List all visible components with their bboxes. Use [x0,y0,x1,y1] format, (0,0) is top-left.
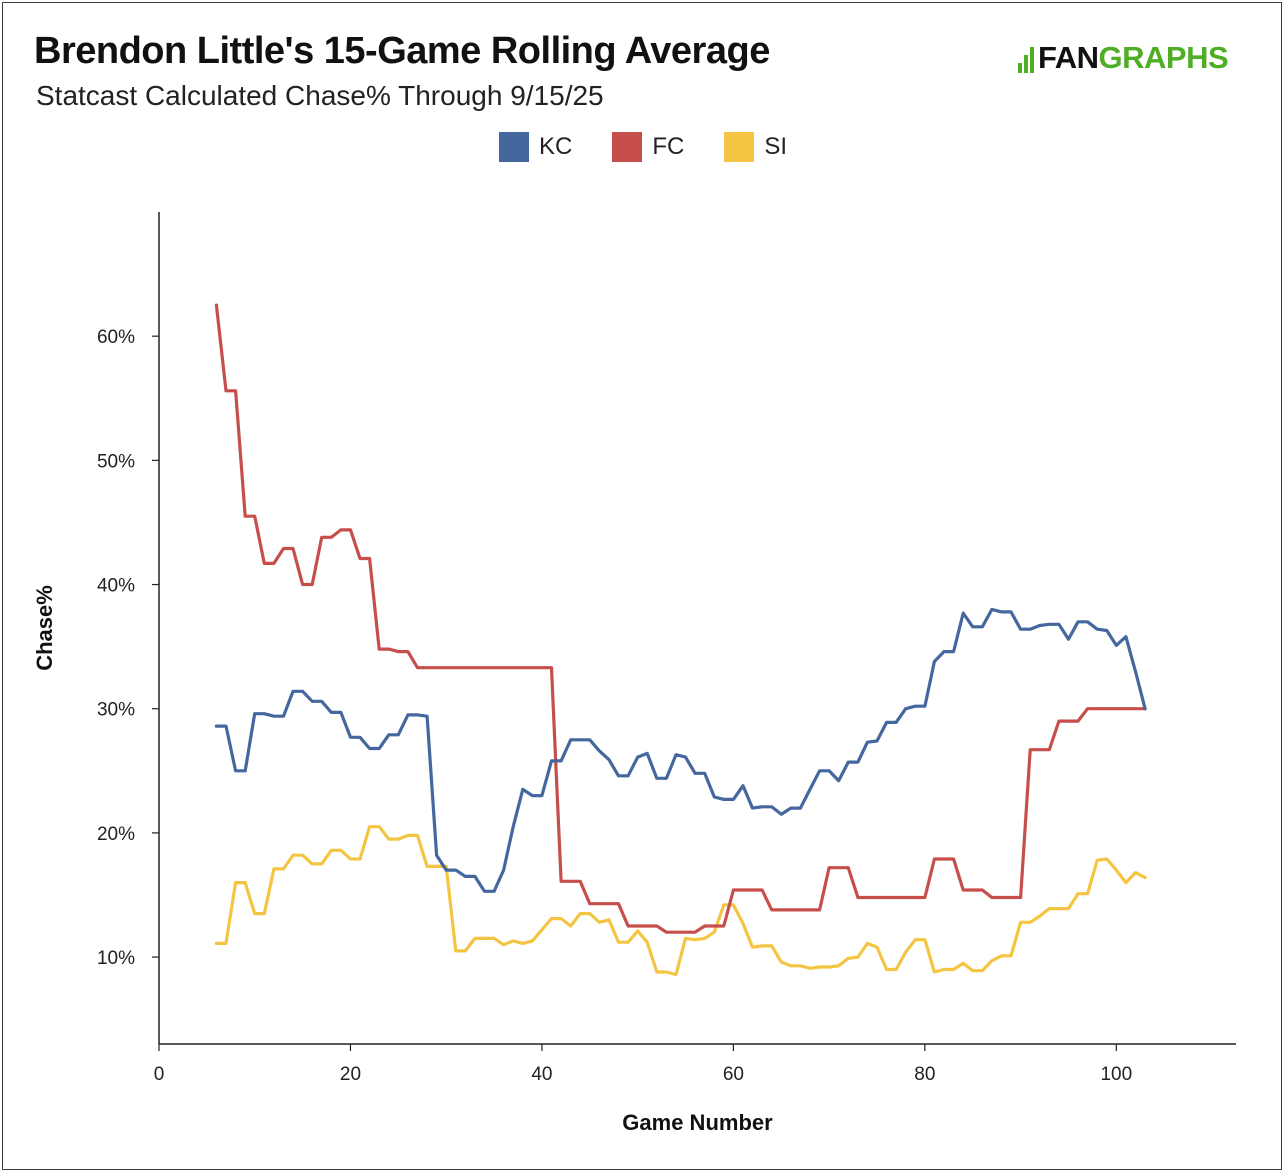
x-tick-label: 80 [914,1064,935,1085]
series-line-kc [214,607,1147,893]
logo-text-graphs: GRAPHS [1098,40,1229,75]
x-tick-label: 60 [723,1064,744,1085]
series-line-fc [214,303,1147,934]
logo-bars-icon [1018,43,1036,73]
fangraphs-logo: FAN GRAPHS [1018,38,1229,78]
chart-subtitle: Statcast Calculated Chase% Through 9/15/… [36,80,604,111]
x-tick-label: 0 [154,1064,165,1085]
y-axis-title: Chase% [32,585,57,671]
legend-swatch [724,132,755,162]
y-tick-label: 20% [97,824,135,845]
logo-text-fan: FAN [1038,40,1099,75]
legend-swatch [612,132,643,162]
x-axis-title: Game Number [622,1110,773,1135]
legend-label: SI [764,133,788,160]
chart-legend: KC FC SI [0,132,1286,162]
legend-label: FC [652,133,685,160]
y-tick-label: 40% [97,576,135,597]
legend-label: KC [538,133,573,160]
x-tick-label: 40 [531,1064,552,1085]
x-tick-label: 100 [1100,1064,1132,1085]
x-tick-label: 20 [340,1064,361,1085]
series-line-si [214,825,1147,977]
y-tick-label: 30% [97,700,135,721]
legend-item-fc: FC [612,132,684,162]
y-tick-label: 10% [97,948,135,969]
legend-item-si: SI [724,132,787,162]
legend-item-kc: KC [498,132,573,162]
y-tick-label: 50% [97,451,135,472]
y-tick-label: 60% [97,327,135,348]
legend-swatch [498,132,529,162]
chart-title: Brendon Little's 15-Game Rolling Average [34,30,770,72]
